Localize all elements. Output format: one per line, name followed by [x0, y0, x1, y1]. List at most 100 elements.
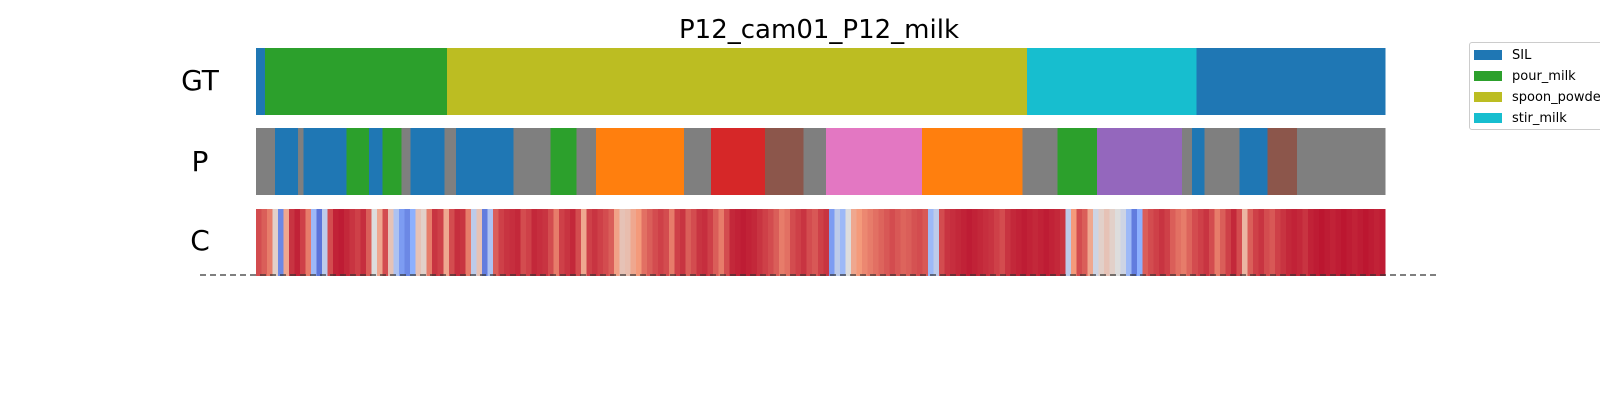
confidence-cell — [1280, 209, 1287, 276]
confidence-cell — [553, 209, 560, 276]
segment — [1027, 48, 1197, 115]
confidence-cell — [1164, 209, 1171, 276]
confidence-cell — [1153, 209, 1160, 276]
confidence-cell — [845, 209, 852, 276]
confidence-cell — [536, 209, 543, 276]
confidence-cell — [1192, 209, 1199, 276]
confidence-cell — [333, 209, 340, 276]
confidence-cell — [1065, 209, 1072, 276]
confidence-cell — [443, 209, 450, 276]
confidence-cell — [294, 209, 301, 276]
confidence-cell — [531, 209, 538, 276]
confidence-cell — [1054, 209, 1061, 276]
confidence-cell — [322, 209, 329, 276]
confidence-cell — [377, 209, 384, 276]
confidence-cell — [784, 209, 791, 276]
confidence-cell — [916, 209, 923, 276]
confidence-cell — [476, 209, 483, 276]
confidence-cell — [261, 209, 268, 276]
legend-swatch — [1474, 113, 1502, 123]
confidence-cell — [619, 209, 626, 276]
confidence-cell — [1082, 209, 1089, 276]
confidence-cell — [426, 209, 433, 276]
confidence-cell — [421, 209, 428, 276]
confidence-cell — [1071, 209, 1078, 276]
confidence-cell — [1230, 209, 1237, 276]
confidence-cell — [481, 209, 488, 276]
confidence-cell — [1197, 209, 1204, 276]
confidence-cell — [1104, 209, 1111, 276]
confidence-cell — [757, 209, 764, 276]
confidence-cell — [1038, 209, 1045, 276]
confidence-cell — [1115, 209, 1122, 276]
segment — [1181, 128, 1193, 195]
segment — [1267, 128, 1298, 195]
legend-swatch — [1474, 71, 1502, 81]
confidence-cell — [641, 209, 648, 276]
confidence-cell — [900, 209, 907, 276]
segment — [346, 128, 370, 195]
confidence-cell — [1159, 209, 1166, 276]
confidence-cell — [1126, 209, 1133, 276]
confidence-cell — [366, 209, 373, 276]
legend-item-pour-milk: pour_milk — [1474, 66, 1576, 86]
segment — [576, 128, 597, 195]
confidence-cell — [806, 209, 813, 276]
confidence-cell — [624, 209, 631, 276]
confidence-cell — [1379, 209, 1386, 276]
confidence-cell — [1186, 209, 1193, 276]
confidence-cell — [691, 209, 698, 276]
confidence-cell — [856, 209, 863, 276]
confidence-cell — [1296, 209, 1303, 276]
confidence-cell — [834, 209, 841, 276]
confidence-cell — [1175, 209, 1182, 276]
confidence-cell — [586, 209, 593, 276]
confidence-cell — [889, 209, 896, 276]
segment — [455, 128, 514, 195]
row-label-c: C — [190, 224, 210, 257]
confidence-cell — [1285, 209, 1292, 276]
confidence-cell — [850, 209, 857, 276]
confidence-cell — [1225, 209, 1232, 276]
segment — [1204, 128, 1240, 195]
confidence-cell — [911, 209, 918, 276]
segment — [444, 128, 457, 195]
legend-label: pour_milk — [1512, 68, 1576, 84]
confidence-cell — [569, 209, 576, 276]
confidence-cell — [360, 209, 367, 276]
confidence-cell — [1236, 209, 1243, 276]
confidence-cell — [311, 209, 318, 276]
confidence-cell — [1109, 209, 1116, 276]
confidence-cell — [707, 209, 714, 276]
gt-segment-bar — [256, 48, 1386, 115]
confidence-cell — [944, 209, 951, 276]
confidence-cell — [768, 209, 775, 276]
confidence-cell — [382, 209, 389, 276]
confidence-cell — [894, 209, 901, 276]
confidence-cell — [1318, 209, 1325, 276]
confidence-cell — [1137, 209, 1144, 276]
confidence-cell — [602, 209, 609, 276]
confidence-cell — [1181, 209, 1188, 276]
confidence-cell — [905, 209, 912, 276]
confidence-cell — [669, 209, 676, 276]
confidence-cell — [520, 209, 527, 276]
confidence-cell — [1027, 209, 1034, 276]
confidence-cell — [938, 209, 945, 276]
segment — [1196, 48, 1386, 115]
segment — [265, 48, 448, 115]
confidence-cell — [1060, 209, 1067, 276]
confidence-cell — [817, 209, 824, 276]
segment — [275, 128, 299, 195]
confidence-cell — [729, 209, 736, 276]
confidence-cell — [1148, 209, 1155, 276]
row-label-gt: GT — [181, 64, 220, 97]
confidence-cell — [718, 209, 725, 276]
confidence-cell — [823, 209, 830, 276]
confidence-cell — [509, 209, 516, 276]
segment — [1296, 128, 1386, 195]
confidence-cell — [465, 209, 472, 276]
confidence-cell — [1142, 209, 1149, 276]
confidence-cell — [801, 209, 808, 276]
